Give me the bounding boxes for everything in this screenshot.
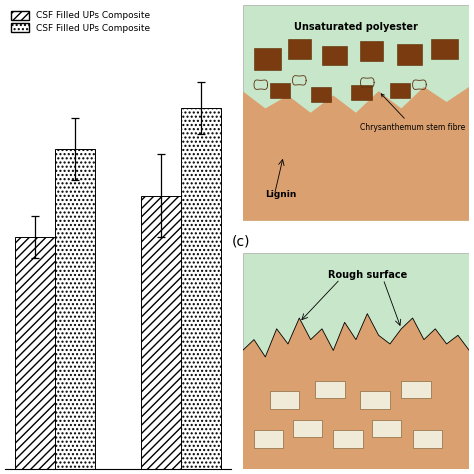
Legend: CSF Filled UPs Composite, CSF Filled UPs Composite: CSF Filled UPs Composite, CSF Filled UPs… [9,9,152,35]
FancyBboxPatch shape [270,82,290,98]
Text: Lignin: Lignin [265,190,297,199]
FancyBboxPatch shape [431,39,458,59]
FancyBboxPatch shape [243,253,469,469]
Polygon shape [243,87,469,221]
FancyBboxPatch shape [310,87,331,102]
FancyBboxPatch shape [412,430,442,447]
FancyBboxPatch shape [390,82,410,98]
FancyBboxPatch shape [254,48,281,70]
FancyBboxPatch shape [292,419,322,437]
FancyBboxPatch shape [243,5,469,221]
FancyBboxPatch shape [315,381,345,398]
FancyBboxPatch shape [361,41,383,61]
Text: Rough surface: Rough surface [328,271,407,281]
Text: (c): (c) [231,235,250,249]
Bar [181,108,221,469]
FancyBboxPatch shape [372,419,401,437]
Text: Unsaturated polyester: Unsaturated polyester [294,22,418,32]
FancyBboxPatch shape [322,46,347,65]
FancyBboxPatch shape [254,430,283,447]
Bar [55,149,95,469]
Text: Chrysanthemum stem fibre: Chrysanthemum stem fibre [361,94,466,132]
FancyBboxPatch shape [397,44,422,65]
FancyBboxPatch shape [333,430,363,447]
FancyBboxPatch shape [270,392,299,409]
FancyBboxPatch shape [351,85,372,100]
Bar [15,237,55,469]
FancyBboxPatch shape [401,381,431,398]
FancyBboxPatch shape [288,39,310,59]
Polygon shape [243,314,469,469]
Bar [141,196,181,469]
FancyBboxPatch shape [361,392,390,409]
